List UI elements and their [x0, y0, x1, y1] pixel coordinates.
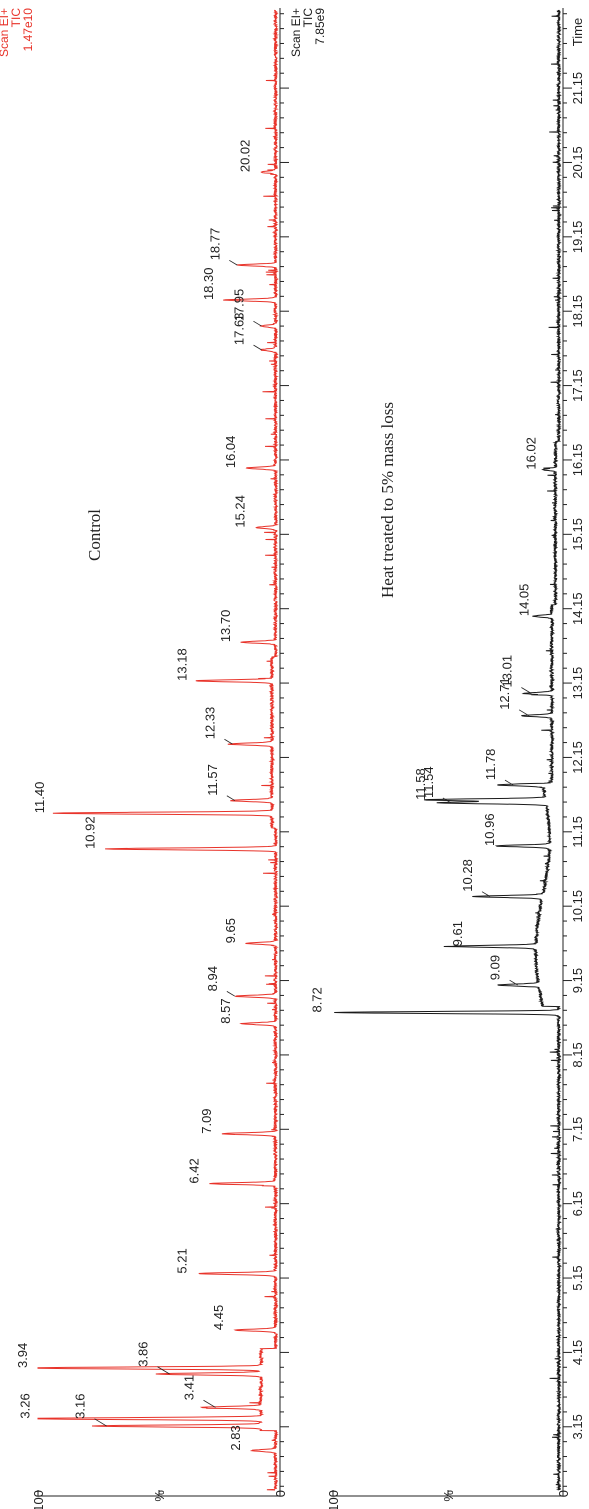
peak-label: 3.26 — [17, 1393, 32, 1418]
peak-label: 2.83 — [228, 1425, 243, 1450]
peak-label: 8.94 — [205, 966, 220, 991]
peak-label: 9.09 — [488, 955, 503, 980]
peak-label: 3.41 — [182, 1375, 197, 1400]
peak-leader — [226, 991, 236, 997]
peak-label: 12.33 — [202, 707, 217, 740]
x-tick-label: 12.15 — [570, 741, 585, 774]
x-tick-label: 14.15 — [570, 592, 585, 625]
peak-leader — [203, 1399, 216, 1408]
peak-label: 18.30 — [201, 268, 216, 301]
header-line-2: TIC — [9, 8, 23, 28]
x-tick-label: 21.15 — [570, 72, 585, 105]
peak-label: 13.01 — [499, 655, 514, 688]
header-line-2: TIC — [301, 8, 315, 28]
peak-label: 20.02 — [237, 140, 252, 173]
peak-leader — [253, 344, 262, 351]
x-tick-label: 18.15 — [570, 295, 585, 328]
peak-label: 14.05 — [517, 584, 532, 617]
peak-leader — [442, 797, 452, 804]
header-line-1: Scan EI+ — [289, 8, 303, 57]
peak-label: 12.71 — [497, 677, 512, 710]
peak-label: 17.95 — [231, 289, 246, 322]
header-line-3: 1.47e10 — [21, 8, 35, 52]
peak-label: 11.54 — [421, 766, 436, 798]
peak-leader — [224, 738, 233, 745]
peak-label: 9.65 — [223, 918, 238, 943]
peak-leader — [157, 1366, 170, 1375]
x-tick-label: 6.15 — [570, 1191, 585, 1216]
x-tick-label: 5.15 — [570, 1265, 585, 1290]
chromatogram-trace — [37, 9, 280, 1491]
x-tick-label: 7.15 — [570, 1117, 585, 1142]
peak-label: 7.09 — [199, 1108, 214, 1133]
peak-leader — [229, 259, 238, 266]
peak-leader — [481, 891, 491, 897]
peak-label: 9.61 — [450, 921, 465, 946]
x-tick-label: 15.15 — [570, 518, 585, 551]
header-line-1: Scan EI+ — [0, 8, 11, 57]
peak-leader — [521, 687, 532, 694]
peak-label: 4.45 — [211, 1305, 226, 1330]
peak-leader — [509, 979, 518, 986]
x-tick-label: 3.15 — [570, 1414, 585, 1439]
x-tick-label: 11.15 — [570, 816, 585, 848]
chart-panel-2: 100 0% 3.15 4.15 5.15 6.15 7.15 8.15 9.15 10.15 11… — [289, 8, 585, 1509]
x-tick-label: 9.15 — [570, 968, 585, 993]
y-axis-label: % — [441, 1490, 456, 1502]
panel-title: Control — [85, 509, 104, 561]
y-tick-label: 100 — [31, 1490, 46, 1509]
x-tick-label: 8.15 — [570, 1042, 585, 1067]
peak-label: 8.72 — [310, 987, 325, 1012]
peak-label: 6.42 — [187, 1158, 202, 1183]
x-tick-label: 20.15 — [570, 146, 585, 179]
x-tick-label: 10.15 — [570, 890, 585, 923]
peak-label: 11.57 — [205, 764, 220, 796]
peak-label: 13.18 — [175, 648, 190, 681]
peak-label: 10.92 — [83, 816, 98, 849]
y-tick-label: 100 — [326, 1490, 341, 1509]
peak-label: 17.63 — [231, 313, 246, 346]
peak-label: 3.16 — [73, 1394, 88, 1419]
x-axis-label: Time — [570, 18, 585, 46]
peak-leader — [253, 320, 262, 327]
peak-label: 10.96 — [482, 813, 497, 846]
peak-label: 3.86 — [136, 1341, 151, 1366]
panel-title: Heat treated to 5% mass loss — [378, 402, 397, 598]
header-line-3: 7.85e9 — [313, 8, 327, 45]
y-tick-label: 0 — [273, 1490, 288, 1497]
peak-leader — [226, 795, 236, 801]
peak-label: 5.21 — [175, 1248, 190, 1273]
y-tick-label: 0 — [556, 1490, 571, 1497]
peak-label: 16.02 — [524, 437, 539, 470]
peak-label: 16.04 — [223, 436, 238, 469]
peak-label: 13.70 — [218, 610, 233, 643]
x-tick-label: 19.15 — [570, 221, 585, 254]
peak-label: 8.57 — [218, 998, 233, 1023]
peak-leader — [518, 709, 530, 717]
x-tick-label: 16.15 — [570, 444, 585, 477]
y-axis-label: % — [152, 1490, 167, 1502]
peak-label: 18.77 — [207, 228, 222, 261]
x-tick-label: 4.15 — [570, 1340, 585, 1365]
peak-label: 3.94 — [15, 1343, 30, 1368]
x-tick-label: 17.15 — [570, 369, 585, 402]
peak-leader — [94, 1418, 107, 1427]
x-tick-label: 13.15 — [570, 667, 585, 700]
peak-label: 11.58 — [413, 768, 428, 800]
peak-label: 11.40 — [32, 782, 47, 814]
peak-label: 10.28 — [460, 859, 475, 892]
peak-label: 15.24 — [233, 495, 248, 528]
peak-label: 11.78 — [483, 749, 498, 781]
chromatogram-trace — [334, 9, 563, 1491]
peak-leader — [504, 779, 514, 786]
